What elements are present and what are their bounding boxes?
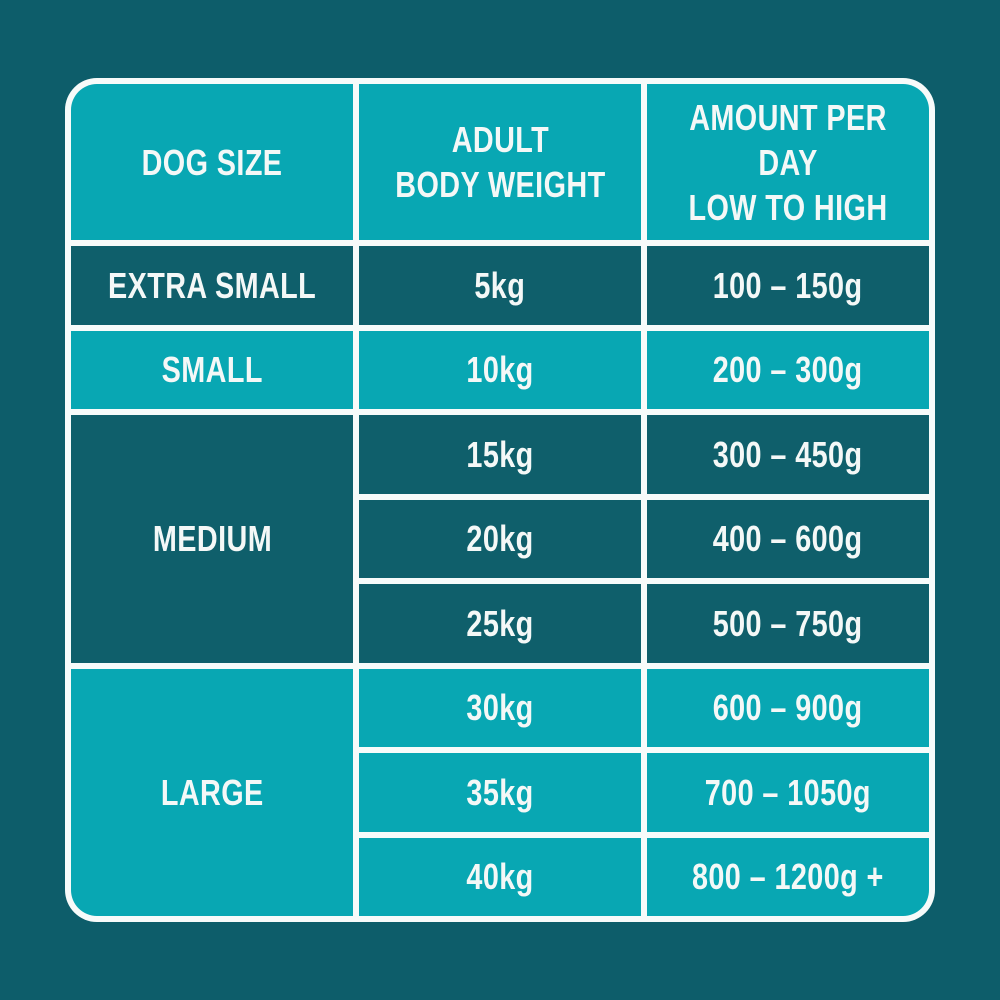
amount-cell-800-1200plus: 800 – 1200g + — [647, 837, 929, 916]
amount-cell-200-300: 200 – 300g — [647, 330, 929, 409]
weight-value: 10kg — [466, 349, 534, 391]
feeding-guide-table: DOG SIZE ADULT BODY WEIGHT AMOUNT PER DA… — [65, 78, 935, 922]
weight-cell-35kg: 35kg — [359, 753, 641, 832]
weight-cell-30kg: 30kg — [359, 668, 641, 747]
size-label: EXTRA SMALL — [107, 264, 317, 306]
header-dog-size: DOG SIZE — [71, 84, 353, 240]
amount-cell-400-600: 400 – 600g — [647, 499, 929, 578]
header-adult-body-weight: ADULT BODY WEIGHT — [359, 84, 641, 240]
amount-cell-600-900: 600 – 900g — [647, 668, 929, 747]
weight-value: 40kg — [466, 856, 534, 898]
header-amount-per-day: AMOUNT PER DAY LOW TO HIGH — [647, 84, 929, 240]
amount-value: 400 – 600g — [713, 518, 863, 560]
amount-cell-500-750: 500 – 750g — [647, 584, 929, 663]
weight-value: 30kg — [466, 687, 534, 729]
amount-value: 500 – 750g — [713, 602, 863, 644]
weight-cell-20kg: 20kg — [359, 499, 641, 578]
amount-value: 700 – 1050g — [704, 771, 872, 813]
header-label: ADULT BODY WEIGHT — [394, 119, 606, 205]
weight-cell-40kg: 40kg — [359, 837, 641, 916]
weight-value: 35kg — [466, 771, 534, 813]
size-label: MEDIUM — [152, 518, 272, 560]
amount-value: 800 – 1200g + — [692, 856, 884, 898]
weight-value: 25kg — [466, 602, 534, 644]
weight-value: 15kg — [466, 433, 534, 475]
size-cell-medium: MEDIUM — [71, 415, 353, 663]
size-cell-small: SMALL — [71, 330, 353, 409]
amount-cell-300-450: 300 – 450g — [647, 415, 929, 494]
size-cell-extra-small: EXTRA SMALL — [71, 246, 353, 325]
size-label: SMALL — [161, 349, 263, 391]
size-label: LARGE — [160, 771, 264, 813]
amount-value: 600 – 900g — [713, 687, 863, 729]
weight-cell-10kg: 10kg — [359, 330, 641, 409]
weight-cell-5kg: 5kg — [359, 246, 641, 325]
amount-cell-100-150: 100 – 150g — [647, 246, 929, 325]
weight-value: 20kg — [466, 518, 534, 560]
amount-cell-700-1050: 700 – 1050g — [647, 753, 929, 832]
size-cell-large: LARGE — [71, 668, 353, 916]
weight-value: 5kg — [474, 264, 526, 306]
amount-value: 300 – 450g — [713, 433, 863, 475]
header-label: AMOUNT PER DAY LOW TO HIGH — [688, 96, 888, 228]
weight-cell-15kg: 15kg — [359, 415, 641, 494]
amount-value: 200 – 300g — [713, 349, 863, 391]
header-label: DOG SIZE — [141, 141, 283, 183]
amount-value: 100 – 150g — [713, 264, 863, 306]
weight-cell-25kg: 25kg — [359, 584, 641, 663]
